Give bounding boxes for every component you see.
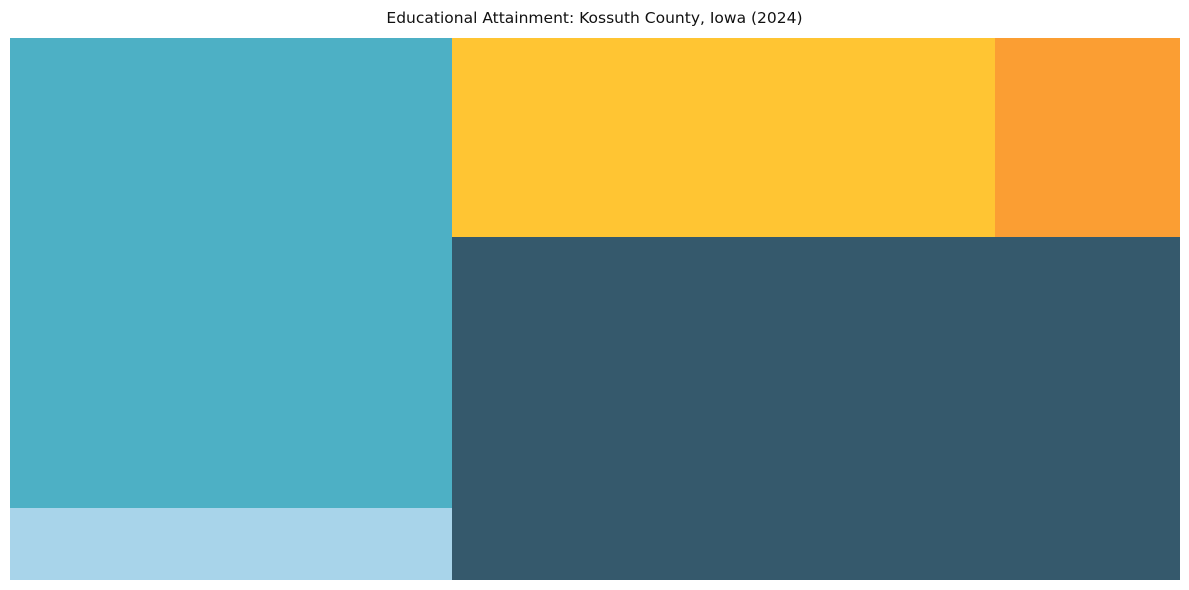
treemap-segment-yellow-tile — [452, 38, 996, 237]
treemap-segment-orange-tile — [995, 38, 1180, 237]
treemap-plot-area — [10, 38, 1180, 580]
chart-title: Educational Attainment: Kossuth County, … — [386, 9, 803, 27]
treemap-segment-dark-slate-tile — [452, 236, 1180, 580]
treemap-segment-teal-large-tile — [10, 38, 453, 508]
treemap-segment-light-blue-small-tile — [10, 507, 453, 580]
